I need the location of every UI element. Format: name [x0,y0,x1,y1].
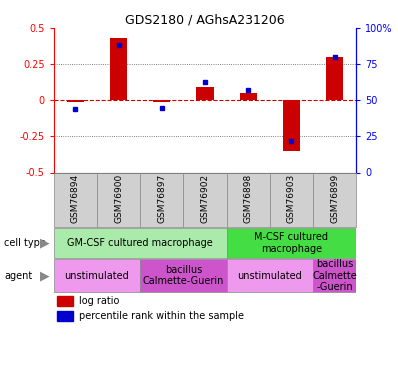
Bar [140,172,183,227]
Text: GSM76899: GSM76899 [330,174,339,223]
Text: GSM76902: GSM76902 [201,174,209,223]
Text: GSM76894: GSM76894 [71,174,80,223]
Bar [313,172,356,227]
Text: cell type: cell type [4,238,46,248]
Text: unstimulated: unstimulated [64,271,129,280]
Bar [270,172,313,227]
Text: GSM76898: GSM76898 [244,174,253,223]
Text: GSM76897: GSM76897 [157,174,166,223]
Text: log ratio: log ratio [80,296,120,306]
Bar [313,260,356,292]
Bar [97,172,140,227]
Bar [110,38,127,101]
Bar [54,172,97,227]
Text: bacillus
Calmette-Guerin: bacillus Calmette-Guerin [142,265,224,286]
Bar [226,172,270,227]
Bar [326,57,343,100]
Text: M-CSF cultured
macrophage: M-CSF cultured macrophage [254,232,328,254]
Bar [196,87,214,100]
Text: agent: agent [4,271,32,280]
Bar [226,228,356,258]
Text: unstimulated: unstimulated [238,271,302,280]
Text: GSM76903: GSM76903 [287,174,296,223]
Bar [57,311,73,321]
Text: GM-CSF cultured macrophage: GM-CSF cultured macrophage [67,238,213,248]
Bar [54,260,140,292]
Text: GSM76900: GSM76900 [114,174,123,223]
Bar [153,100,170,102]
Bar [67,100,84,102]
Text: percentile rank within the sample: percentile rank within the sample [80,311,244,321]
Bar [54,228,226,258]
Text: ▶: ▶ [40,269,50,282]
Bar [140,260,226,292]
Bar [57,296,73,306]
Bar [226,260,313,292]
Bar [283,100,300,151]
Text: bacillus
Calmette
-Guerin: bacillus Calmette -Guerin [312,259,357,292]
Bar [240,93,257,100]
Title: GDS2180 / AGhsA231206: GDS2180 / AGhsA231206 [125,14,285,27]
Text: ▶: ▶ [40,236,50,249]
Bar [183,172,226,227]
